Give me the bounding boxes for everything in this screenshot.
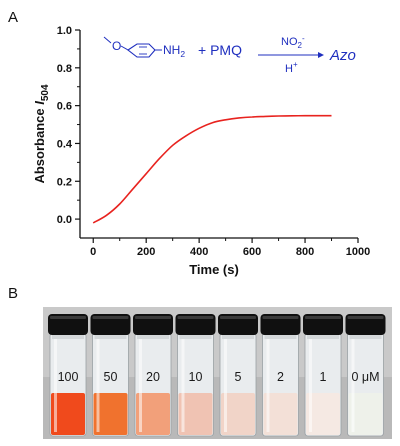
vial: 5 (218, 314, 258, 437)
vial: 10 (175, 314, 216, 437)
vial-cap (218, 314, 258, 335)
vial-highlight (266, 338, 270, 432)
y-tick-label: 0.6 (57, 101, 72, 113)
nitrite-label: NO2- (281, 34, 305, 50)
vial-liquid (178, 393, 213, 435)
vial-neck (52, 333, 84, 339)
plus-pmq-label: + PMQ (198, 42, 242, 58)
vial-liquid (306, 393, 340, 435)
vial-neck (179, 333, 212, 339)
benzene-ring-icon (127, 43, 156, 58)
x-ticks: 0 200 400 600 800 1000 (90, 238, 370, 258)
vial-highlight (224, 338, 227, 432)
vial-cap (303, 314, 343, 335)
vial: 0 μM (345, 314, 386, 437)
vial-concentration-label: 100 (58, 370, 79, 384)
vial-neck (349, 333, 382, 339)
vial-cap-rim (220, 316, 256, 319)
vial-cap (175, 314, 216, 335)
x-tick-label: 1000 (346, 246, 370, 258)
x-tick-label: 600 (243, 246, 261, 258)
y-axis-title: Absorbance I504 (32, 84, 51, 183)
x-tick-label: 200 (137, 246, 155, 258)
vial-highlight (181, 338, 185, 432)
oxygen-label: O (112, 39, 121, 53)
series-layer (92, 114, 332, 224)
vial-liquid (263, 393, 298, 435)
methyl-bond (103, 36, 112, 44)
vial-concentration-label: 2 (277, 370, 284, 384)
vial-cap-rim (262, 316, 299, 319)
vial-neck (94, 333, 127, 339)
vial-cap-rim (347, 316, 384, 319)
vial: 50 (90, 314, 131, 437)
y-tick-label: 0.8 (57, 63, 72, 75)
vial-cap (48, 314, 88, 335)
vial-concentration-label: 50 (104, 370, 118, 384)
vial-concentration-label: 0 μM (351, 370, 379, 384)
vial-highlight (309, 338, 312, 432)
amine-label: NH2 (163, 43, 185, 59)
reaction-scheme: O NH2 + PMQ NO2- H+ Azo (103, 34, 356, 75)
vial-cap-rim (305, 316, 341, 319)
y-tick-label: 0.4 (57, 138, 73, 150)
acid-label: H+ (285, 60, 298, 75)
vial-liquid (136, 393, 170, 435)
x-tick-label: 0 (90, 246, 96, 258)
vials-layer: 100 50 20 10 5 2 1 0 μM (48, 314, 386, 437)
absorbance-series-line (92, 114, 332, 224)
x-axis-title: Time (s) (189, 262, 239, 277)
vial-cap-rim (177, 316, 214, 319)
vial-concentration-label: 5 (235, 370, 242, 384)
ether-bond (120, 45, 129, 51)
vial-cap-rim (92, 316, 129, 319)
vial-concentration-label: 20 (146, 370, 160, 384)
vial: 2 (260, 314, 301, 437)
y-ticks: 0.0 0.2 0.4 0.6 0.8 1.0 (57, 25, 80, 226)
vial: 100 (48, 314, 88, 437)
vial-neck (264, 333, 297, 339)
x-tick-label: 800 (296, 246, 314, 258)
kinetic-chart: 0.0 0.2 0.4 0.6 0.8 1.0 0 200 400 600 800 1000 Tim… (32, 25, 370, 277)
panel-b-letter: B (8, 285, 18, 302)
vial-liquid (348, 393, 383, 435)
arrow-head-icon (318, 52, 324, 58)
vial-liquid (93, 393, 128, 435)
y-tick-label: 0.0 (57, 214, 72, 226)
y-tick-label: 0.2 (57, 176, 72, 188)
panel-a-letter: A (8, 9, 18, 26)
vial-liquid (51, 393, 85, 435)
y-tick-label: 1.0 (57, 25, 72, 37)
azo-product-label: Azo (329, 47, 356, 64)
x-tick-label: 400 (190, 246, 208, 258)
vial-highlight (351, 338, 355, 432)
vial-cap (133, 314, 173, 335)
vial-cap-rim (50, 316, 86, 319)
vial-highlight (139, 338, 142, 432)
vial-liquid (221, 393, 255, 435)
vial: 1 (303, 314, 343, 437)
vial-cap (90, 314, 131, 335)
vial-cap (345, 314, 386, 335)
vial-concentration-label: 1 (320, 370, 327, 384)
vial-neck (222, 333, 254, 339)
vial-highlight (54, 338, 57, 432)
vial-neck (137, 333, 169, 339)
vials-photo: 100 50 20 10 5 2 1 0 μM (43, 307, 392, 439)
vial-highlight (96, 338, 100, 432)
vial-cap (260, 314, 301, 335)
vial-concentration-label: 10 (189, 370, 203, 384)
vial-neck (307, 333, 339, 339)
vial: 20 (133, 314, 173, 437)
vial-cap-rim (135, 316, 171, 319)
